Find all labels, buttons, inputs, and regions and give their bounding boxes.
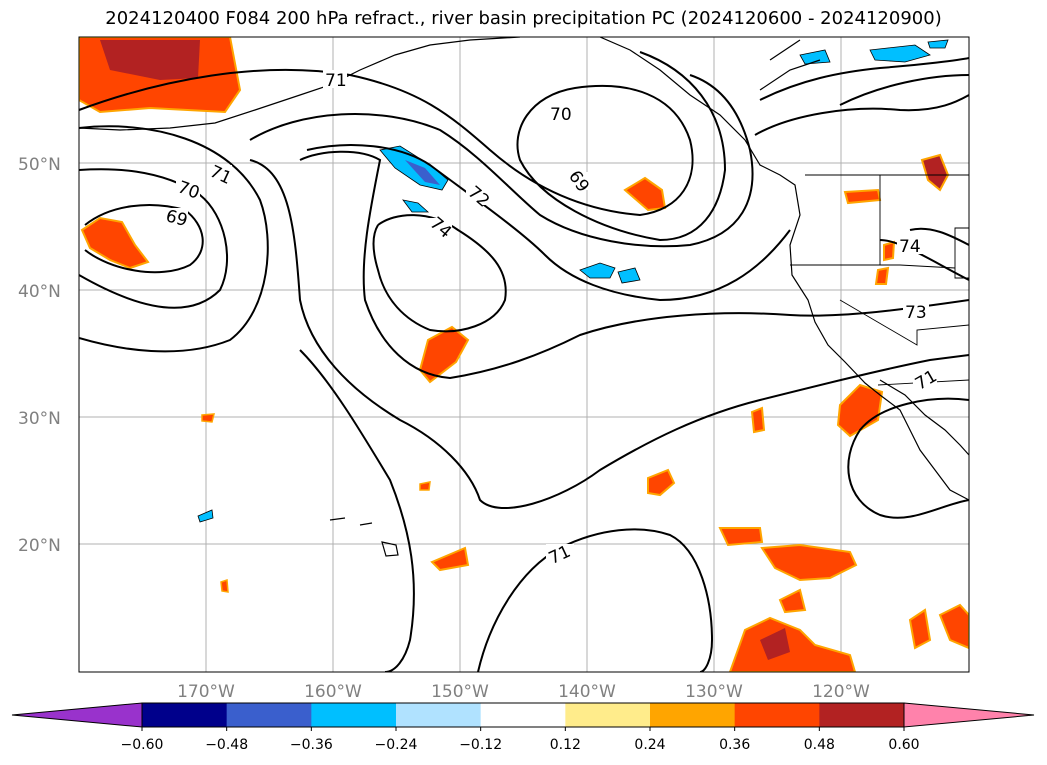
colorbar-tick-label: 0.24 <box>634 737 665 753</box>
anomaly-region <box>430 546 470 572</box>
colorbar-extend-low <box>11 702 143 728</box>
anomaly-region <box>402 199 430 213</box>
colorbar-tick-label: −0.36 <box>290 737 333 753</box>
colorbar-segment <box>480 703 566 727</box>
anomaly-region <box>647 468 676 497</box>
lat-label: 20°N <box>18 536 61 556</box>
state-borders <box>790 175 969 386</box>
latitude-labels: 50°N 40°N 30°N 20°N <box>18 155 61 556</box>
contour-71-south-east <box>477 528 714 672</box>
anomaly-region <box>100 40 200 80</box>
longitude-labels: 170°W 160°W 150°W 140°W 130°W 120°W <box>177 682 870 702</box>
anomaly-region <box>750 406 766 434</box>
anomaly-region <box>760 543 858 582</box>
contour-label: 70 <box>550 105 572 125</box>
contour-73-inner <box>306 144 791 302</box>
anomaly-region <box>938 603 969 650</box>
baja-coastline <box>879 379 969 456</box>
colorbar-segment <box>565 703 651 727</box>
colorbar-segment <box>311 703 397 727</box>
lon-label: 120°W <box>812 682 870 702</box>
anomaly-region <box>419 481 431 491</box>
lon-label: 130°W <box>685 682 743 702</box>
colorbar-tick-label: −0.24 <box>375 737 418 753</box>
contour-73 <box>299 150 969 380</box>
anomaly-region <box>760 628 790 660</box>
anomaly-region <box>617 267 641 284</box>
contour-71-east <box>249 159 969 509</box>
contour-69-west <box>84 204 204 274</box>
lon-label: 170°W <box>177 682 235 702</box>
lat-label: 30°N <box>18 409 61 429</box>
anomaly-region <box>778 588 807 614</box>
aleutian-coastline <box>79 37 521 131</box>
colorbar-tick-label: −0.60 <box>121 737 164 753</box>
anomaly-region <box>579 262 616 279</box>
hawaii-islands <box>329 517 399 557</box>
contour-71-west <box>79 125 269 353</box>
contour-label: 71 <box>325 71 347 91</box>
contour-71-central <box>79 51 727 242</box>
lon-label: 140°W <box>558 682 616 702</box>
contour-labels: 71 70 69 71 72 74 70 69 74 73 71 71 <box>164 70 941 569</box>
colorbar-segment <box>734 703 820 727</box>
colorbar-tick-label: 0.12 <box>550 737 581 753</box>
contour-72 <box>249 74 754 248</box>
anomaly-region <box>874 266 890 285</box>
colorbar-tick-label: 0.48 <box>804 737 835 753</box>
anomaly-region <box>836 383 884 438</box>
positive-anomaly-areas <box>79 37 969 672</box>
west-coast-coastline <box>599 37 969 501</box>
contour-north <box>754 57 969 136</box>
lon-label: 150°W <box>431 682 489 702</box>
colorbar-segment <box>226 703 312 727</box>
colorbar-outline <box>141 702 905 728</box>
anomaly-region <box>220 578 229 593</box>
negative-anomaly-areas <box>197 39 949 523</box>
contour-70-west <box>79 168 228 309</box>
anomaly-region <box>623 176 667 212</box>
borders <box>790 174 969 386</box>
anomaly-region <box>80 216 150 270</box>
lon-label: 160°W <box>304 682 362 702</box>
colorbar-tick-label: −0.48 <box>205 737 248 753</box>
colorbar-tick-label: 0.36 <box>719 737 750 753</box>
anomaly-region <box>197 509 214 523</box>
colorbar: −0.60 −0.48 −0.36 −0.24 −0.12 0.12 0.24 0.36 0.4… <box>11 702 1035 753</box>
colorbar-extend-high <box>903 702 1035 728</box>
contour-label: 74 <box>899 237 921 257</box>
coastlines <box>79 37 969 557</box>
anomaly-region <box>920 153 950 192</box>
lat-label: 50°N <box>18 155 61 175</box>
lat-label: 40°N <box>18 282 61 302</box>
anomaly-region <box>908 608 932 650</box>
anomaly-region <box>718 527 764 547</box>
colorbar-segment <box>142 703 228 727</box>
contour-71-south <box>299 349 415 672</box>
refractivity-contours <box>79 51 969 672</box>
contour-71-southeast <box>847 397 969 519</box>
anomaly-region <box>869 44 931 63</box>
map-border <box>78 36 970 673</box>
colorbar-tick-label: −0.12 <box>459 737 502 753</box>
anomaly-region <box>201 413 215 423</box>
anomaly-region <box>883 240 896 262</box>
anomaly-region <box>799 49 831 65</box>
anomaly-region <box>728 616 857 672</box>
contour-label: 73 <box>905 303 927 323</box>
colorbar-segment <box>819 703 905 727</box>
colorbar-segment <box>650 703 736 727</box>
alaska-inlet-coastline <box>759 39 821 91</box>
anomaly-region <box>843 188 882 205</box>
colorbar-segment <box>396 703 482 727</box>
state-borders <box>954 227 969 279</box>
map-title: 2024120400 F084 200 hPa refract., river … <box>105 8 942 29</box>
anomaly-region <box>927 39 949 49</box>
colorbar-tick-label: 0.60 <box>888 737 919 753</box>
anomaly-region <box>405 160 440 185</box>
